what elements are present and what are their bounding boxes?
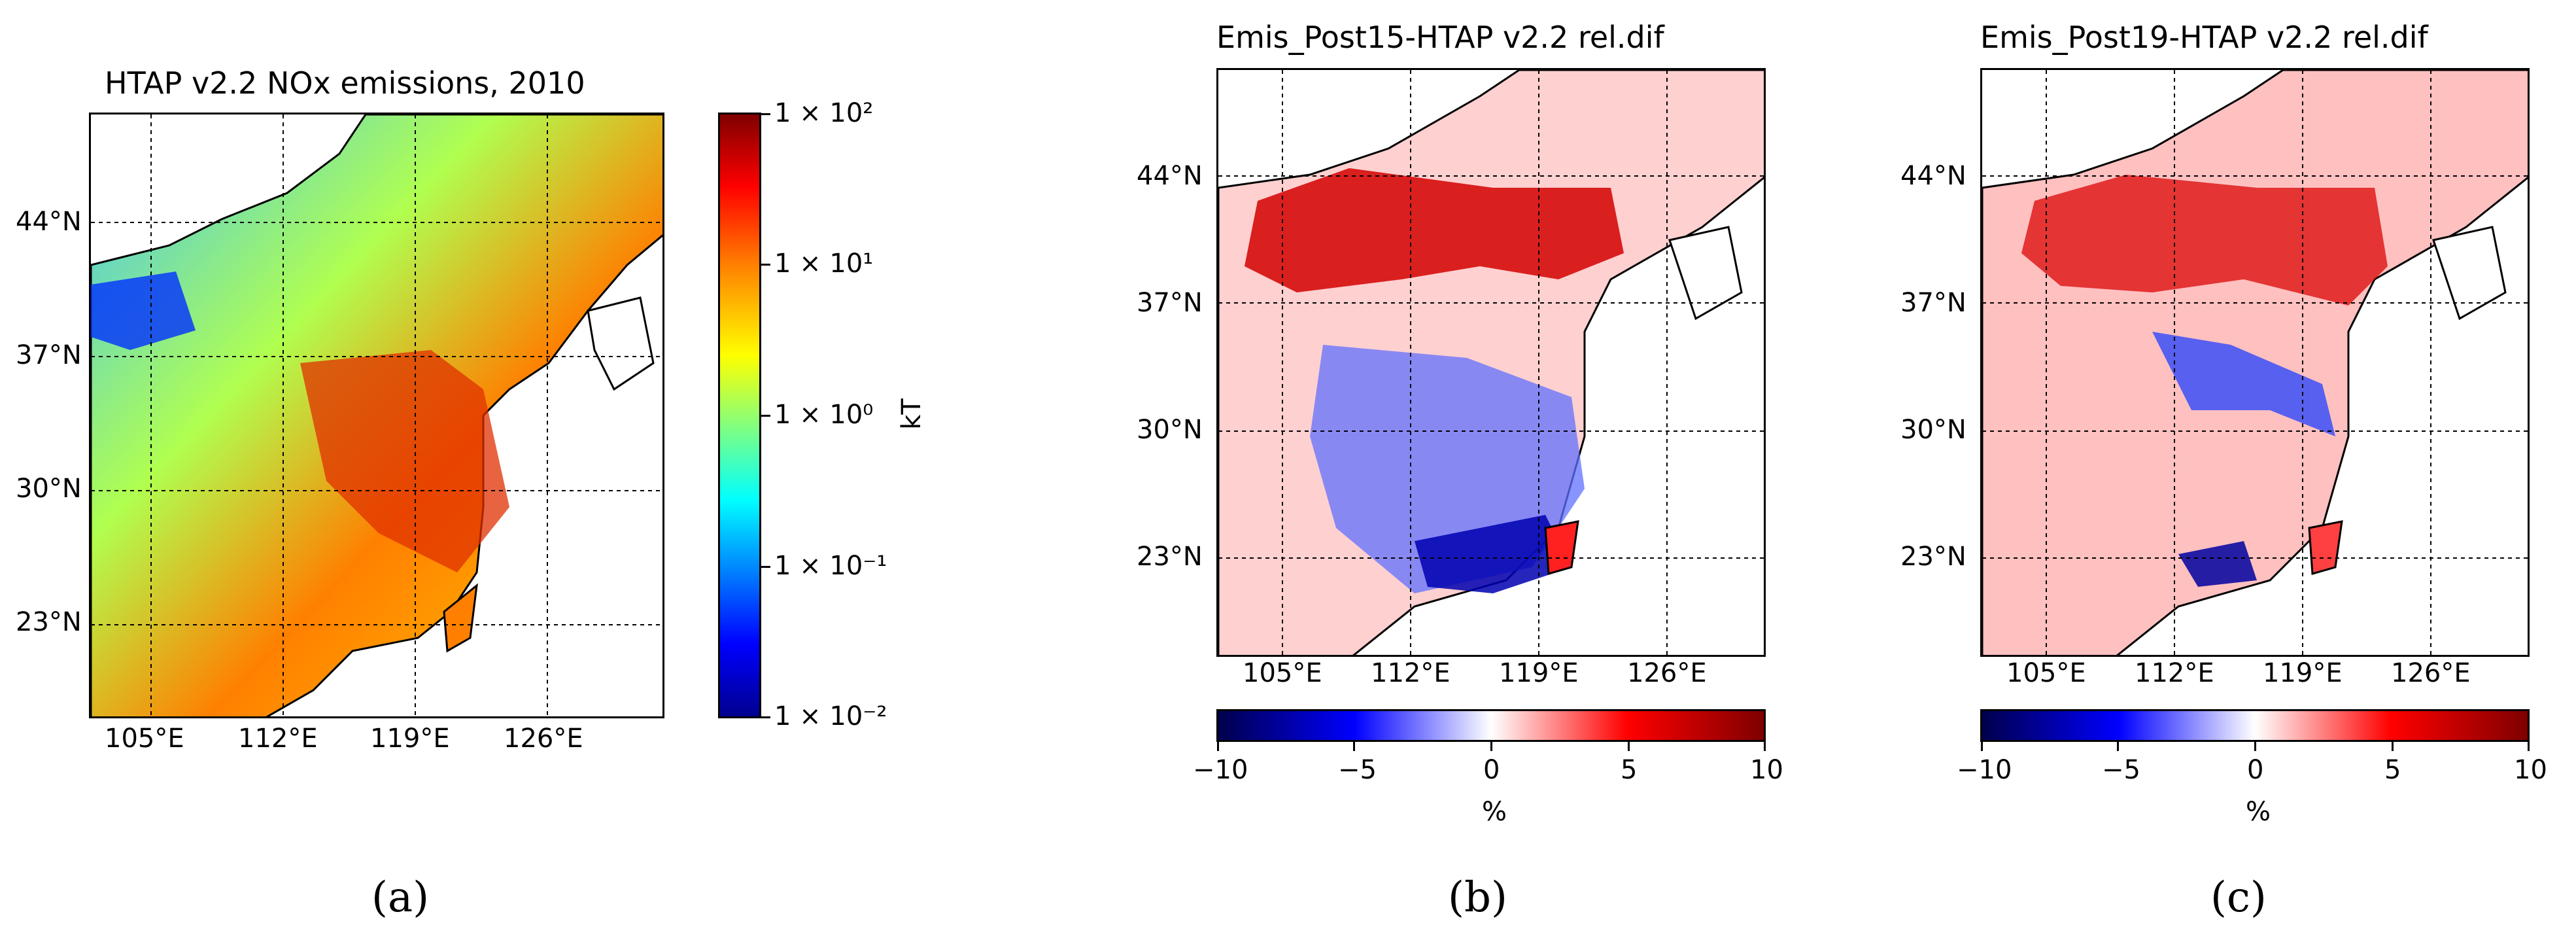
taiwan — [1544, 520, 1579, 575]
colorbar-tick-label: 1 × 10² — [774, 98, 874, 128]
colorbar-tickmark — [761, 716, 770, 718]
lon-label: 105°E — [2006, 658, 2086, 688]
colorbar-tickmark — [761, 566, 770, 568]
increase-region — [1245, 168, 1624, 292]
colorbar-tick-label: 5 — [2384, 755, 2401, 785]
panel-b-title: Emis_Post15-HTAP v2.2 rel.dif — [1216, 20, 1664, 55]
lon-label: 112°E — [238, 724, 318, 754]
lat-label: 23°N — [16, 607, 82, 637]
lon-label: 126°E — [1627, 658, 1707, 688]
panel-a-map-canvas — [91, 114, 662, 716]
lat-label: 23°N — [1900, 542, 1966, 572]
lat-label: 37°N — [16, 340, 82, 370]
lat-label: 37°N — [1137, 288, 1203, 318]
colorbar-tick-label: 5 — [1621, 755, 1638, 785]
panel-c-map-canvas — [1982, 70, 2528, 655]
colorbar-tick-label: −10 — [1957, 755, 2012, 785]
colorbar-tick-label: −5 — [1338, 755, 1377, 785]
colorbar-tickmark — [2392, 742, 2394, 751]
lat-label: 30°N — [16, 474, 82, 504]
colorbar-tick-label: 1 × 10⁻¹ — [774, 551, 887, 581]
colorbar-tickmark — [761, 415, 770, 417]
colorbar-tickmark — [2117, 742, 2119, 751]
colorbar-tick-label: −10 — [1193, 755, 1248, 785]
panel-a-colorbar — [718, 113, 761, 718]
colorbar-tickmark — [761, 113, 770, 115]
korea — [1668, 226, 1743, 321]
panel-b-colorbar — [1216, 709, 1766, 742]
decrease-coast — [1415, 515, 1571, 593]
colorbar-tick-label: 10 — [2514, 755, 2547, 785]
decrease-region — [2152, 332, 2335, 436]
panel-a-title: HTAP v2.2 NOx emissions, 2010 — [105, 65, 585, 101]
lon-label: 119°E — [1499, 658, 1579, 688]
lon-label: 126°E — [504, 724, 583, 754]
lon-label: 105°E — [1243, 658, 1322, 688]
colorbar-tick-label: 0 — [2247, 755, 2264, 785]
colorbar-unit-label: kT — [896, 398, 927, 430]
subfigure-label: (c) — [2210, 873, 2267, 922]
korea — [587, 296, 655, 391]
lon-label: 119°E — [370, 724, 450, 754]
panel-a-map — [89, 113, 664, 718]
panel-c-title: Emis_Post19-HTAP v2.2 rel.dif — [1980, 20, 2428, 55]
colorbar-tickmark — [1353, 742, 1355, 751]
lat-label: 37°N — [1900, 288, 1966, 318]
colorbar-tickmark — [1981, 742, 1983, 751]
colorbar-tickmark — [1628, 742, 1630, 751]
lon-label: 105°E — [105, 724, 184, 754]
colorbar-unit-label: % — [1482, 797, 1507, 827]
low-region — [91, 272, 196, 350]
graticule — [1982, 70, 2528, 655]
lon-label: 112°E — [2135, 658, 2214, 688]
colorbar-tick-label: 1 × 10¹ — [774, 249, 874, 279]
korea — [2432, 226, 2507, 321]
subfigure-label: (a) — [371, 873, 430, 922]
colorbar-tick-label: 1 × 10⁰ — [774, 400, 874, 430]
colorbar-tick-label: 1 × 10⁻² — [774, 701, 887, 731]
increase-region — [2021, 175, 2388, 306]
lon-label: 119°E — [2263, 658, 2343, 688]
panel-c-colorbar — [1980, 709, 2530, 742]
taiwan — [443, 583, 478, 653]
colorbar-tickmark — [1764, 742, 1766, 751]
colorbar-tickmark — [1217, 742, 1219, 751]
colorbar-tick-label: 0 — [1483, 755, 1500, 785]
lat-label: 44°N — [16, 207, 82, 237]
lat-label: 44°N — [1900, 161, 1966, 191]
colorbar-tickmark — [1490, 742, 1492, 751]
lat-label: 30°N — [1900, 415, 1966, 445]
colorbar-tick-label: −5 — [2102, 755, 2140, 785]
lat-label: 23°N — [1137, 542, 1203, 572]
panel-b-map-canvas — [1218, 70, 1764, 655]
decrease-coast — [2178, 541, 2257, 587]
lat-label: 44°N — [1137, 161, 1203, 191]
hotspot-region — [300, 350, 509, 572]
taiwan — [2308, 520, 2343, 575]
lat-label: 30°N — [1137, 415, 1203, 445]
subfigure-label: (b) — [1448, 873, 1507, 922]
colorbar-tickmark — [761, 264, 770, 266]
colorbar-tickmark — [2254, 742, 2256, 751]
panel-b-map — [1216, 68, 1766, 657]
lon-label: 112°E — [1371, 658, 1451, 688]
graticule — [1218, 70, 1764, 655]
graticule — [91, 114, 662, 716]
colorbar-tickmark — [2528, 742, 2530, 751]
colorbar-tick-label: 10 — [1750, 755, 1783, 785]
colorbar-unit-label: % — [2246, 797, 2271, 827]
lon-label: 126°E — [2391, 658, 2471, 688]
panel-c-map — [1980, 68, 2530, 657]
